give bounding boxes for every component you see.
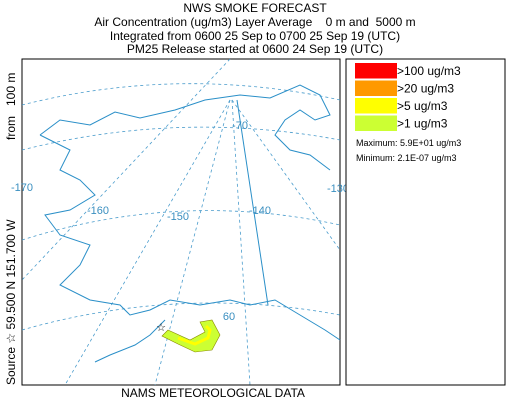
legend-label: >100 ug/m3 xyxy=(397,64,461,78)
coastline xyxy=(94,319,166,363)
grid-label: -150 xyxy=(167,211,189,223)
parallel xyxy=(21,126,341,151)
legend-swatch xyxy=(355,98,397,114)
meridian xyxy=(21,58,231,281)
parallel xyxy=(21,302,341,331)
border xyxy=(236,99,269,306)
grid-label: -160 xyxy=(87,205,109,217)
subtitle: Integrated from 0600 25 Sep to 0700 25 S… xyxy=(110,29,400,43)
minimum: Minimum: 2.1E-07 ug/m3 xyxy=(356,153,457,163)
legend-swatch xyxy=(355,63,397,79)
map-frame xyxy=(21,58,341,386)
legend-swatch xyxy=(355,115,397,131)
grid-label: 60 xyxy=(223,311,235,323)
meridian xyxy=(64,99,231,386)
source-marker: ☆ xyxy=(156,322,166,334)
subtitle: Air Concentration (ug/m3) Layer Average … xyxy=(94,15,415,29)
footer: NAMS METEOROLOGICAL DATA xyxy=(121,386,305,400)
subtitle: PM25 Release started at 0600 24 Sep 19 (… xyxy=(127,42,383,56)
title: NWS SMOKE FORECAST xyxy=(183,1,327,15)
parallel xyxy=(21,210,341,241)
legend-swatch xyxy=(355,80,397,96)
legend-label: >1 ug/m3 xyxy=(397,117,448,131)
plume-core xyxy=(177,324,212,346)
map-labels: -70 -170 -160 -150 -140 -130 60 xyxy=(11,120,349,323)
legend-label: >5 ug/m3 xyxy=(397,99,448,113)
plume xyxy=(161,319,221,353)
parallel xyxy=(21,83,341,106)
meridian xyxy=(231,99,341,251)
meridian xyxy=(154,99,231,386)
map: ☆ xyxy=(21,58,341,386)
grid-label: -140 xyxy=(249,205,271,217)
grid-label: -70 xyxy=(232,120,248,132)
maximum: Maximum: 5.9E+01 ug/m3 xyxy=(356,138,461,148)
grid-label: -130 xyxy=(327,183,349,195)
grid-label: -170 xyxy=(11,182,33,194)
legend: >100 ug/m3 >20 ug/m3 >5 ug/m3 >1 ug/m3 xyxy=(355,63,461,131)
coastline xyxy=(39,84,341,341)
height-label: from 100 m xyxy=(4,73,18,140)
source-label: Source ☆ 59.500 N 151.700 W xyxy=(4,219,18,385)
legend-label: >20 ug/m3 xyxy=(397,82,454,96)
